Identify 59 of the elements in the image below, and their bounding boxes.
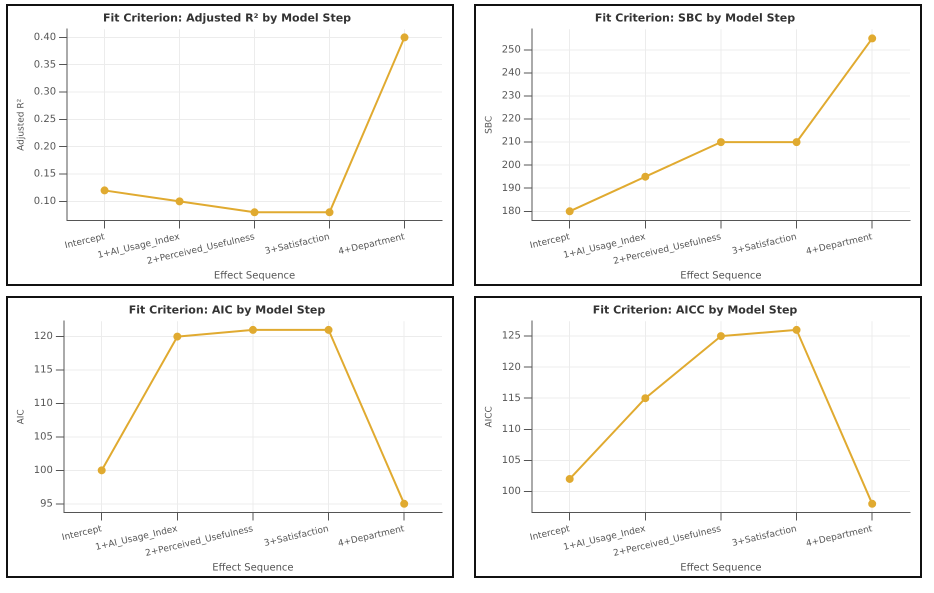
chart-title: Fit Criterion: Adjusted R² by Model Step bbox=[102, 11, 352, 24]
point bbox=[176, 197, 184, 206]
y-tick-label: 105 bbox=[34, 432, 53, 443]
x-axis-title: Effect Sequence bbox=[214, 270, 296, 282]
y-tick-label: 100 bbox=[34, 464, 53, 476]
y-tick-label: 95 bbox=[40, 498, 53, 510]
point bbox=[100, 186, 109, 194]
point bbox=[324, 326, 333, 334]
y-tick-label: 105 bbox=[502, 454, 521, 466]
point bbox=[248, 326, 257, 334]
y-tick-label: 0.35 bbox=[34, 59, 56, 70]
x-axis-title: Effect Sequence bbox=[680, 270, 762, 282]
y-tick-label: 0.25 bbox=[34, 114, 56, 125]
y-tick-label: 0.15 bbox=[34, 168, 56, 180]
y-tick-label: 125 bbox=[502, 330, 521, 342]
chart-title: Fit Criterion: AIC by Model Step bbox=[128, 303, 326, 316]
y-axis-title: SBC bbox=[484, 116, 495, 134]
point bbox=[566, 207, 574, 216]
point bbox=[716, 332, 725, 340]
y-axis-title: Adjusted R² bbox=[16, 98, 27, 151]
point bbox=[566, 474, 574, 483]
y-tick-label: 115 bbox=[34, 364, 53, 376]
y-tick-label: 110 bbox=[34, 398, 53, 410]
point bbox=[792, 138, 801, 146]
point bbox=[326, 208, 334, 216]
point bbox=[173, 332, 182, 341]
y-tick-label: 120 bbox=[34, 331, 53, 342]
y-tick-label: 0.10 bbox=[34, 196, 56, 207]
point bbox=[792, 326, 801, 334]
point bbox=[250, 208, 259, 216]
chart-title: Fit Criterion: SBC by Model Step bbox=[594, 11, 796, 24]
y-tick-label: 200 bbox=[502, 160, 521, 171]
y-tick-label: 180 bbox=[502, 206, 521, 217]
y-tick-label: 110 bbox=[502, 424, 521, 435]
point bbox=[641, 394, 650, 402]
point bbox=[641, 172, 650, 181]
point bbox=[98, 466, 106, 474]
chart-title: Fit Criterion: AICC by Model Step bbox=[592, 303, 798, 316]
y-tick-label: 120 bbox=[502, 362, 521, 373]
y-tick-label: 0.30 bbox=[34, 86, 56, 98]
y-axis-title: AICC bbox=[484, 406, 495, 428]
y-tick-label: 210 bbox=[502, 136, 521, 148]
y-tick-label: 190 bbox=[502, 182, 521, 194]
x-axis-title: Effect Sequence bbox=[680, 562, 762, 574]
point bbox=[400, 500, 408, 508]
x-axis-title: Effect Sequence bbox=[212, 562, 294, 574]
y-tick-label: 250 bbox=[502, 44, 521, 56]
point bbox=[716, 138, 725, 146]
y-axis-title: AIC bbox=[16, 409, 27, 424]
y-tick-label: 230 bbox=[502, 90, 521, 102]
y-tick-label: 115 bbox=[502, 392, 521, 404]
y-tick-label: 240 bbox=[502, 68, 521, 79]
y-tick-label: 0.40 bbox=[34, 32, 56, 43]
point bbox=[400, 33, 409, 42]
point bbox=[868, 500, 876, 508]
y-tick-label: 100 bbox=[502, 486, 521, 497]
point bbox=[868, 34, 876, 42]
y-tick-label: 0.20 bbox=[34, 141, 56, 152]
y-tick-label: 220 bbox=[502, 114, 521, 125]
